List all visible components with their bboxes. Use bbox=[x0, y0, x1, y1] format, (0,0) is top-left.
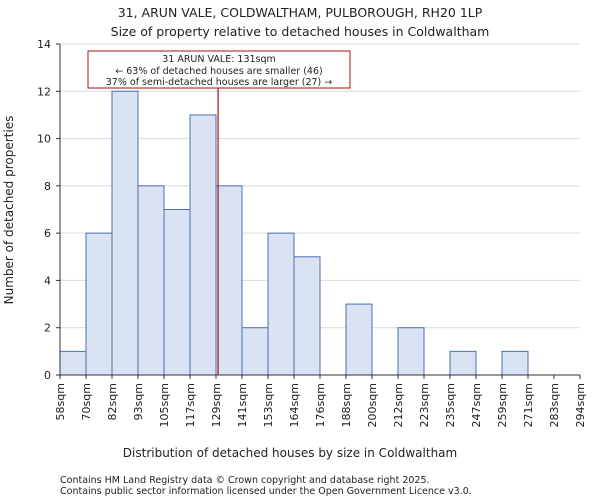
bar-117sqm bbox=[189, 114, 217, 376]
x-tick-label: 164sqm bbox=[288, 383, 301, 427]
y-tick-label: 12 bbox=[37, 85, 51, 98]
x-tick-label: 188sqm bbox=[340, 383, 353, 427]
annotation-line2: ← 63% of detached houses are smaller (46… bbox=[115, 66, 322, 77]
x-tick-label: 212sqm bbox=[392, 383, 405, 427]
y-tick-label: 0 bbox=[44, 369, 51, 382]
x-tick-label: 259sqm bbox=[496, 383, 509, 427]
bar-164sqm bbox=[293, 256, 321, 376]
annotation-line1: 31 ARUN VALE: 131sqm bbox=[162, 54, 276, 65]
y-tick-label: 8 bbox=[44, 180, 51, 193]
x-tick-label: 235sqm bbox=[444, 383, 457, 427]
y-axis: 0 2 4 6 8 10 12 14 bbox=[37, 38, 61, 382]
x-tick-label: 105sqm bbox=[158, 383, 171, 427]
y-tick-label: 2 bbox=[44, 322, 51, 335]
bar-129sqm bbox=[215, 185, 243, 376]
x-tick-label: 117sqm bbox=[184, 383, 197, 427]
annotation-line3: 37% of semi-detached houses are larger (… bbox=[106, 77, 333, 88]
bar-212sqm bbox=[397, 327, 425, 376]
x-axis-label: Distribution of detached houses by size … bbox=[123, 446, 457, 460]
bar-235sqm bbox=[449, 350, 477, 376]
y-axis-label: Number of detached properties bbox=[2, 116, 16, 305]
chart-title-line1: 31, ARUN VALE, COLDWALTHAM, PULBOROUGH, … bbox=[118, 5, 483, 20]
bar-188sqm bbox=[345, 303, 373, 376]
x-tick-label: 58sqm bbox=[54, 383, 67, 420]
bar-105sqm bbox=[163, 209, 191, 376]
bar-153sqm bbox=[267, 232, 295, 376]
bar-259sqm bbox=[501, 350, 529, 376]
annotation-box: 31 ARUN VALE: 131sqm ← 63% of detached h… bbox=[87, 50, 351, 89]
y-tick-label: 14 bbox=[37, 38, 51, 51]
footer-line1: Contains HM Land Registry data © Crown c… bbox=[60, 475, 430, 486]
y-tick-label: 6 bbox=[44, 227, 51, 240]
x-tick-label: 247sqm bbox=[470, 383, 483, 427]
x-tick-label: 82sqm bbox=[106, 383, 119, 420]
bar-70sqm bbox=[85, 232, 113, 376]
x-axis: 58sqm 70sqm 82sqm 93sqm 105sqm 117sqm 129sqm 14… bbox=[54, 374, 587, 427]
footer-line2: Contains public sector information licen… bbox=[60, 486, 472, 497]
x-tick-label: 141sqm bbox=[236, 383, 249, 427]
x-tick-label: 70sqm bbox=[80, 383, 93, 420]
x-tick-label: 271sqm bbox=[522, 383, 535, 427]
bar-141sqm bbox=[241, 327, 269, 376]
y-tick-label: 10 bbox=[37, 133, 51, 146]
x-tick-label: 93sqm bbox=[132, 383, 145, 420]
x-tick-label: 176sqm bbox=[314, 383, 327, 427]
chart-title-line2: Size of property relative to detached ho… bbox=[111, 24, 490, 39]
bar-93sqm bbox=[137, 185, 165, 376]
x-tick-label: 223sqm bbox=[418, 383, 431, 427]
bar-58sqm bbox=[59, 350, 87, 376]
bar-82sqm bbox=[111, 90, 139, 376]
x-tick-label: 294sqm bbox=[574, 383, 587, 427]
x-tick-label: 200sqm bbox=[366, 383, 379, 427]
bars-group bbox=[59, 90, 529, 376]
x-tick-label: 129sqm bbox=[210, 383, 223, 427]
x-tick-label: 153sqm bbox=[262, 383, 275, 427]
x-tick-label: 283sqm bbox=[548, 383, 561, 427]
y-tick-label: 4 bbox=[44, 274, 51, 287]
